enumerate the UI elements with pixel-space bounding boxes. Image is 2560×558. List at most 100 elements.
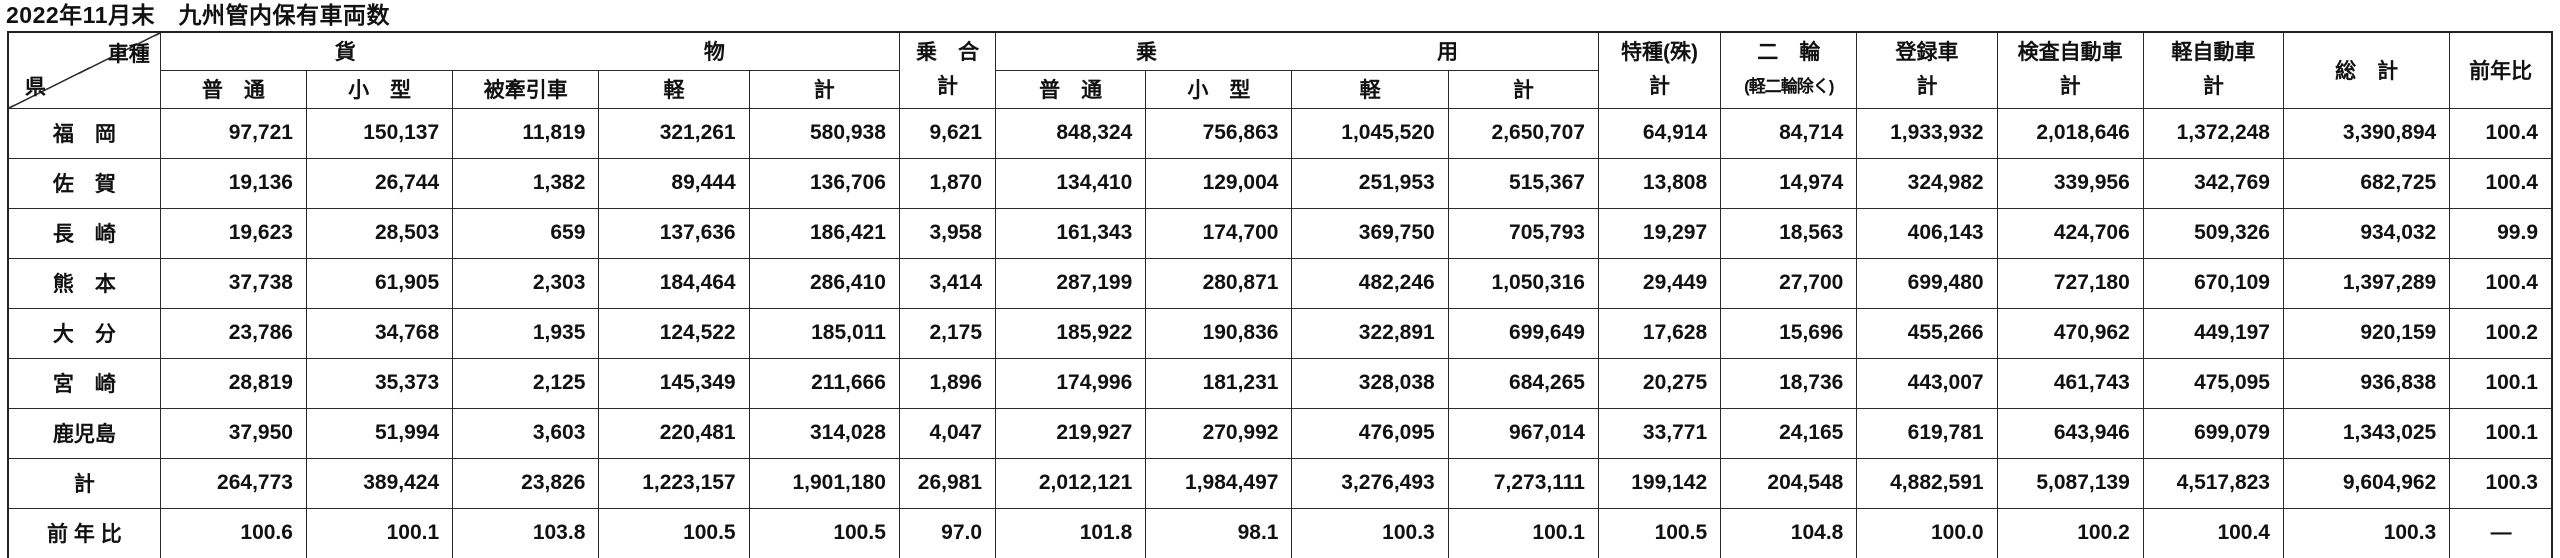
cell: 2,018,646 (1996, 107, 2144, 159)
cell: 322,891 (1291, 307, 1449, 359)
cell: 4,882,591 (1856, 457, 1998, 509)
subcol-passenger-small: 小 型 (1145, 69, 1293, 109)
cell: 475,095 (2142, 357, 2285, 409)
row-label: 鹿児島 (7, 407, 161, 459)
cell: 3,958 (898, 207, 997, 259)
col-grand-total: 総 計 (2282, 31, 2451, 109)
cell: 369,750 (1291, 207, 1449, 259)
table-header: 車種 県 貨 物 乗 合 計 乗 用 特種(殊) 計 (7, 31, 2553, 109)
cell: 270,992 (1145, 407, 1293, 459)
cell: 1,343,025 (2282, 407, 2451, 459)
cell: 286,410 (748, 257, 900, 309)
cell: 251,953 (1291, 157, 1449, 209)
cell: 287,199 (995, 257, 1147, 309)
cell: 103.8 (452, 507, 600, 558)
cell: 137,636 (598, 207, 750, 259)
cell: 699,649 (1447, 307, 1599, 359)
col-two-wheel: 二 輪 (軽二輪除く) (1720, 31, 1858, 109)
cell: 1,933,932 (1856, 107, 1998, 159)
cell: 33,771 (1597, 407, 1722, 459)
cell: 100.2 (2449, 307, 2553, 359)
cell: 97.0 (898, 507, 997, 558)
cell: 9,621 (898, 107, 997, 159)
cell: 2,650,707 (1447, 107, 1599, 159)
cell: 476,095 (1291, 407, 1449, 459)
cell: 280,871 (1145, 257, 1293, 309)
cell: 670,109 (2142, 257, 2285, 309)
subcol-cargo-ordinary: 普 通 (159, 69, 307, 109)
cell: 470,962 (1996, 307, 2144, 359)
corner-label-vehicle-type: 車種 (107, 43, 150, 66)
cell: 199,142 (1597, 457, 1722, 509)
row-label: 福 岡 (7, 107, 161, 159)
cell: 339,956 (1996, 157, 2144, 209)
cell: 324,982 (1856, 157, 1998, 209)
table-row: 大 分 23,786 34,768 1,935 124,522 185,011 2,175 1… (7, 307, 2553, 359)
row-label: 熊 本 (7, 257, 161, 309)
cell: 124,522 (598, 307, 750, 359)
table-body: 福 岡 97,721 150,137 11,819 321,261 580,938 9,62… (7, 107, 2553, 558)
cell: 129,004 (1145, 157, 1293, 209)
cell: 150,137 (305, 107, 454, 159)
table-row: 計 264,773 389,424 23,826 1,223,157 1,901,180 2… (7, 457, 2553, 509)
page-title: 2022年11月末 九州管内保有車両数 (6, 2, 390, 28)
cell: 11,819 (452, 107, 600, 159)
cell: 684,265 (1447, 357, 1599, 409)
cell: 756,863 (1145, 107, 1293, 159)
table-row: 福 岡 97,721 150,137 11,819 321,261 580,938 9,62… (7, 107, 2553, 159)
cell: 28,819 (159, 357, 307, 409)
row-label: 大 分 (7, 307, 161, 359)
cell: 682,725 (2282, 157, 2451, 209)
corner-label-prefecture: 県 (25, 75, 46, 99)
cell: 1,372,248 (2142, 107, 2285, 159)
cell: 184,464 (598, 257, 750, 309)
cell: 18,563 (1720, 207, 1858, 259)
cell: 134,410 (995, 157, 1147, 209)
cell: 98.1 (1145, 507, 1293, 558)
cell: 727,180 (1996, 257, 2144, 309)
cell: 136,706 (748, 157, 900, 209)
cell: 3,390,894 (2282, 107, 2451, 159)
col-inspected-total: 検査自動車 計 (1996, 31, 2144, 109)
row-label: 長 崎 (7, 207, 161, 259)
cell: 1,382 (452, 157, 600, 209)
subcol-cargo-total: 計 (748, 69, 900, 109)
cell: 389,424 (305, 457, 454, 509)
cell: 424,706 (1996, 207, 2144, 259)
cell: 13,808 (1597, 157, 1722, 209)
header-row-2: 普 通 小 型 被牽引車 軽 計 普 通 小 型 軽 計 (8, 69, 2552, 109)
cell: 100.4 (2142, 507, 2285, 558)
cell: 1,901,180 (748, 457, 900, 509)
passenger-char-1: 乗 (1136, 41, 1157, 65)
cell: 1,397,289 (2282, 257, 2451, 309)
cell: 321,261 (598, 107, 750, 159)
col-kei-total: 軽自動車 計 (2142, 31, 2285, 109)
cell: 161,343 (995, 207, 1147, 259)
table-row: 佐 賀 19,136 26,744 1,382 89,444 136,706 1,870 13… (7, 157, 2553, 209)
row-label: 前 年 比 (7, 507, 161, 558)
cell: 3,414 (898, 257, 997, 309)
cell: 515,367 (1447, 157, 1599, 209)
cell: 174,996 (995, 357, 1147, 409)
cell: 64,914 (1597, 107, 1722, 159)
cell: 100.5 (748, 507, 900, 558)
subcol-cargo-towed: 被牽引車 (452, 69, 600, 109)
cell: 482,246 (1291, 257, 1449, 309)
cell: 145,349 (598, 357, 750, 409)
cell: 204,548 (1720, 457, 1858, 509)
cell: 34,768 (305, 307, 454, 359)
cell: 2,125 (452, 357, 600, 409)
cell: 100.5 (598, 507, 750, 558)
cell: 20,275 (1597, 357, 1722, 409)
cell: 619,781 (1856, 407, 1998, 459)
cell: 100.4 (2449, 107, 2553, 159)
cell: 100.1 (2449, 357, 2553, 409)
cell: 100.4 (2449, 257, 2553, 309)
cell: 455,266 (1856, 307, 1998, 359)
cell: 97,721 (159, 107, 307, 159)
cell: 219,927 (995, 407, 1147, 459)
cell: 19,297 (1597, 207, 1722, 259)
cell: 14,974 (1720, 157, 1858, 209)
col-special-total: 特種(殊) 計 (1597, 31, 1722, 109)
subcol-passenger-total: 計 (1447, 69, 1599, 109)
